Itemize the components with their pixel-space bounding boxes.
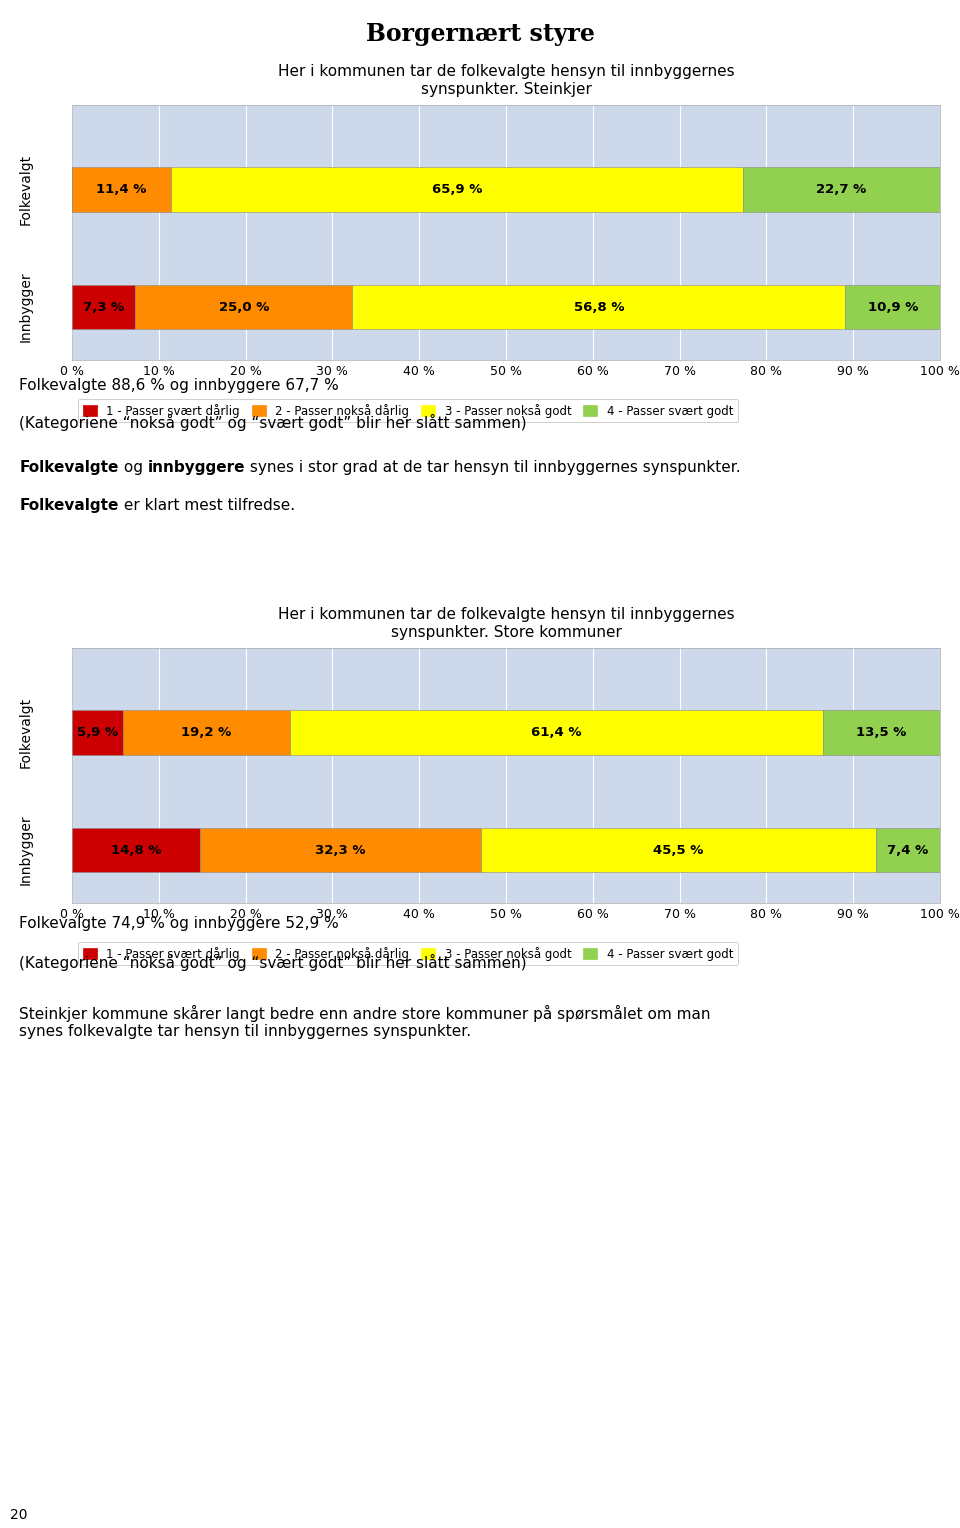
Text: innbyggere: innbyggere [148,460,245,475]
Bar [72,167,171,212]
Text: Folkevalgte: Folkevalgte [19,498,119,513]
Text: 13,5 %: 13,5 % [856,726,906,740]
Text: 22,7 %: 22,7 % [816,183,867,196]
Legend: 1 - Passer svært dårlig, 2 - Passer nokså dårlig, 3 - Passer nokså godt, 4 - Pas: 1 - Passer svært dårlig, 2 - Passer noks… [78,399,738,422]
Text: 5,9 %: 5,9 % [77,726,118,740]
Text: 61,4 %: 61,4 % [531,726,582,740]
Bar [352,284,846,330]
Bar [876,828,940,872]
Title: Her i kommunen tar de folkevalgte hensyn til innbyggernes
synspunkter. Store kom: Her i kommunen tar de folkevalgte hensyn… [277,608,734,640]
Text: 14,8 %: 14,8 % [111,843,161,857]
Text: 11,4 %: 11,4 % [96,183,147,196]
Bar [201,828,481,872]
Bar [123,711,290,755]
Text: Folkevalgte 74,9 % og innbyggere 52,9 %: Folkevalgte 74,9 % og innbyggere 52,9 % [19,917,339,932]
Text: synes i stor grad at de tar hensyn til innbyggernes synspunkter.: synes i stor grad at de tar hensyn til i… [245,460,741,475]
Bar [72,828,201,872]
Text: Steinkjer kommune skårer langt bedre enn andre store kommuner på spørsmålet om m: Steinkjer kommune skårer langt bedre enn… [19,1004,711,1039]
Text: 56,8 %: 56,8 % [574,301,624,313]
Text: og: og [119,460,148,475]
Text: Borgernært styre: Borgernært styre [366,21,594,46]
Bar [171,167,743,212]
Bar [846,284,940,330]
Bar [72,284,135,330]
Text: 32,3 %: 32,3 % [316,843,366,857]
Title: Her i kommunen tar de folkevalgte hensyn til innbyggernes
synspunkter. Steinkjer: Her i kommunen tar de folkevalgte hensyn… [277,64,734,96]
Text: (Kategoriene “nokså godt” og “svært godt” blir her slått sammen): (Kategoriene “nokså godt” og “svært godt… [19,414,527,431]
Legend: 1 - Passer svært dårlig, 2 - Passer nokså dårlig, 3 - Passer nokså godt, 4 - Pas: 1 - Passer svært dårlig, 2 - Passer noks… [78,943,738,966]
Text: 10,9 %: 10,9 % [868,301,918,313]
Text: 7,3 %: 7,3 % [84,301,124,313]
Text: 20: 20 [10,1508,28,1522]
Bar [823,711,940,755]
Text: 45,5 %: 45,5 % [653,843,704,857]
Text: 65,9 %: 65,9 % [432,183,482,196]
Text: er klart mest tilfredse.: er klart mest tilfredse. [119,498,295,513]
Text: Folkevalgte: Folkevalgte [19,460,119,475]
Text: 7,4 %: 7,4 % [887,843,928,857]
Bar [135,284,352,330]
Bar [481,828,876,872]
Text: 19,2 %: 19,2 % [181,726,231,740]
Text: 25,0 %: 25,0 % [219,301,269,313]
Bar [72,711,123,755]
Bar [743,167,940,212]
Bar [290,711,823,755]
Text: (Kategoriene “nokså godt” og “svært godt” blir her slått sammen): (Kategoriene “nokså godt” og “svært godt… [19,953,527,972]
Text: Folkevalgte 88,6 % og innbyggere 67,7 %: Folkevalgte 88,6 % og innbyggere 67,7 % [19,379,339,394]
